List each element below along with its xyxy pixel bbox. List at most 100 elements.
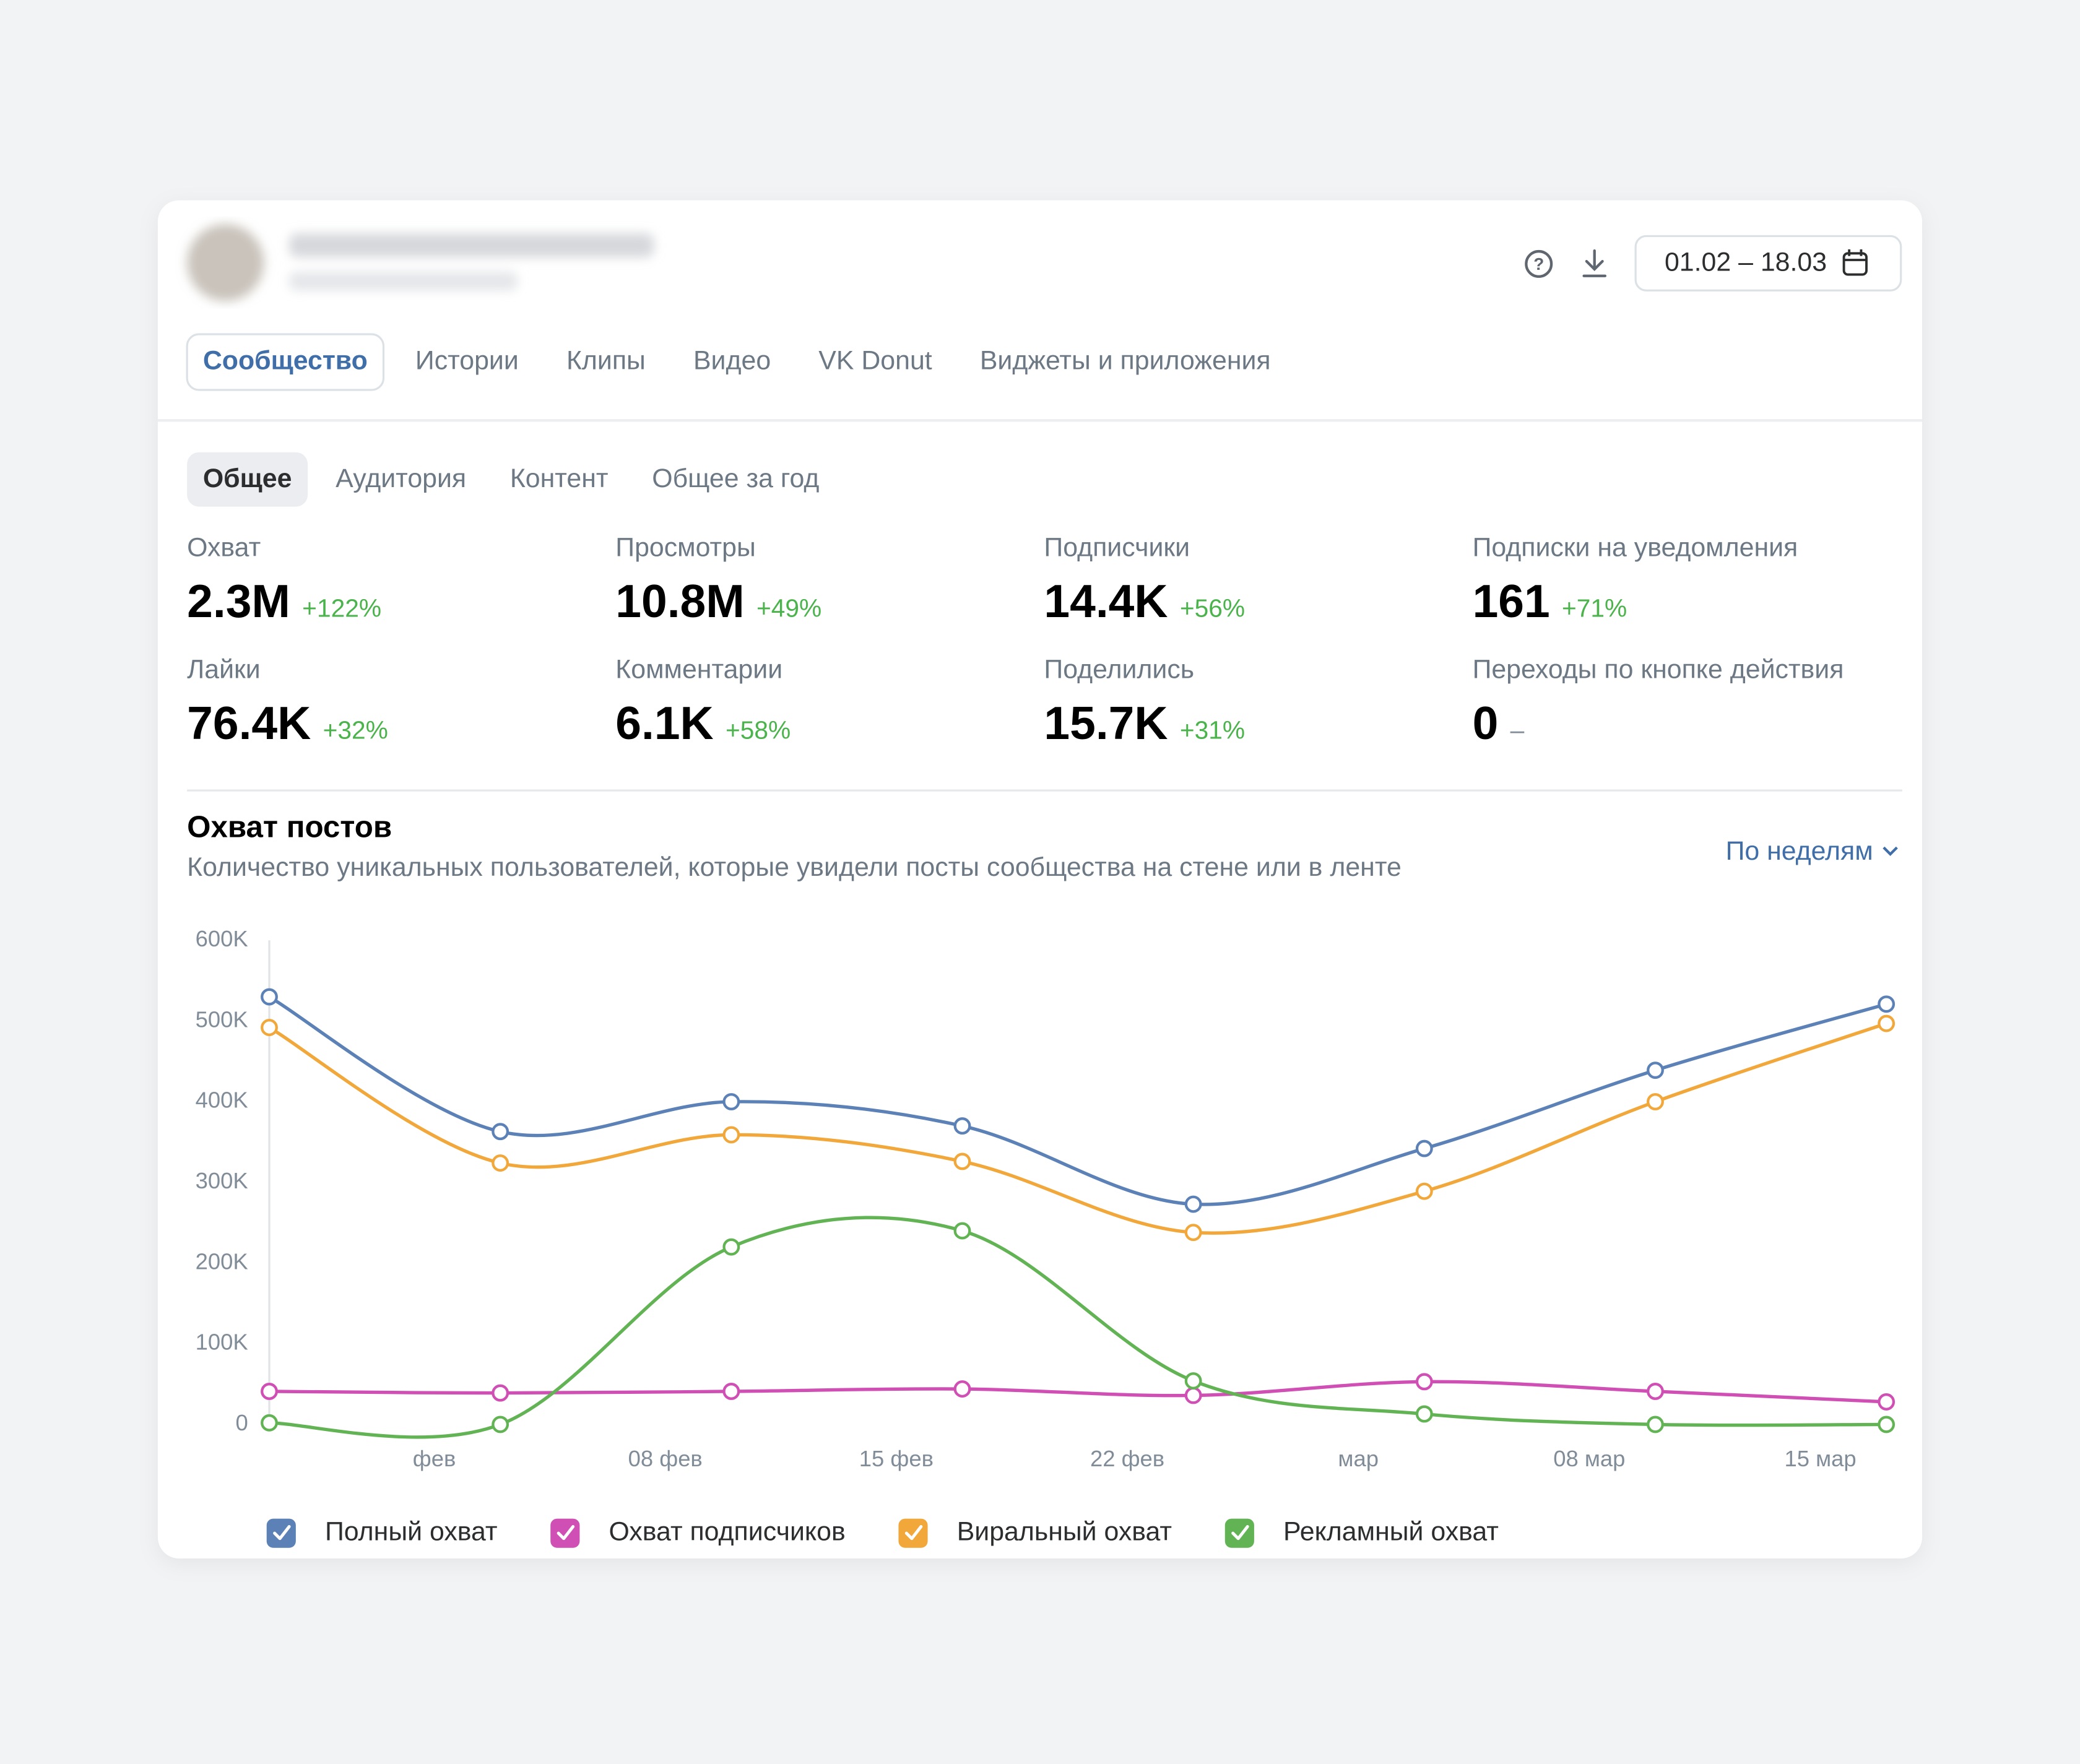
data-point[interactable] <box>953 1380 971 1398</box>
y-tick-label: 600K <box>196 926 248 951</box>
data-point[interactable] <box>261 988 278 1006</box>
tab[interactable]: Клипы <box>566 345 646 375</box>
data-point[interactable] <box>1184 1195 1202 1213</box>
subtab[interactable]: Общее <box>203 464 292 493</box>
legend-check <box>1231 1524 1249 1541</box>
legend-label[interactable]: Виральный охват <box>957 1516 1172 1546</box>
metric-value: 76.4K <box>187 697 311 749</box>
legend-label[interactable]: Рекламный охват <box>1283 1516 1499 1546</box>
metric-value: 10.8M <box>615 575 744 627</box>
x-tick-label: мар <box>1338 1446 1379 1471</box>
data-point[interactable] <box>1184 1372 1202 1390</box>
x-tick-label: 08 фев <box>628 1446 703 1471</box>
help-glyph: ? <box>1533 254 1544 274</box>
y-tick-label: 500K <box>196 1006 248 1032</box>
data-point[interactable] <box>722 1093 740 1110</box>
date-picker[interactable] <box>1634 235 1902 292</box>
subtab[interactable]: Аудитория <box>336 464 466 493</box>
y-tick-label: 300K <box>196 1168 248 1193</box>
series-line <box>268 995 1887 1206</box>
help-icon <box>1525 249 1553 278</box>
data-point[interactable] <box>953 1152 971 1170</box>
tab[interactable]: Видео <box>693 345 771 375</box>
data-point[interactable] <box>1878 1014 1896 1032</box>
legend-check <box>904 1524 923 1541</box>
x-tick-label: фев <box>413 1446 456 1471</box>
metric-label: Поделились <box>1044 655 1194 685</box>
x-tick-label: 15 мар <box>1784 1446 1856 1471</box>
date-range: 01.02 – 18.03 <box>1665 248 1827 277</box>
data-point[interactable] <box>492 1416 509 1433</box>
subtab[interactable]: Общее за год <box>652 464 819 493</box>
legend-label[interactable]: Охват подписчиков <box>609 1516 846 1546</box>
chart-title: Охват постов <box>187 810 392 844</box>
legend-checkbox[interactable] <box>898 1518 928 1548</box>
x-tick-label: 22 фев <box>1090 1446 1164 1471</box>
data-point[interactable] <box>722 1126 740 1144</box>
tab[interactable]: Сообщество <box>203 345 368 375</box>
metric-value: 0 <box>1473 697 1499 749</box>
period-select[interactable]: По неделям <box>1726 836 1873 866</box>
metric-label: Подписки на уведомления <box>1473 532 1798 562</box>
metric-label: Подписчики <box>1044 532 1190 562</box>
data-point[interactable] <box>1878 1416 1896 1433</box>
data-point[interactable] <box>1878 1393 1896 1411</box>
data-point[interactable] <box>1184 1386 1202 1404</box>
legend-checkbox[interactable] <box>1224 1518 1254 1548</box>
data-point[interactable] <box>261 1414 278 1432</box>
data-point[interactable] <box>492 1154 509 1172</box>
legend-check <box>273 1524 291 1541</box>
data-point[interactable] <box>1415 1182 1433 1200</box>
data-point[interactable] <box>953 1222 971 1240</box>
data-point[interactable] <box>1647 1093 1664 1110</box>
y-tick-label: 0 <box>235 1410 248 1435</box>
data-point[interactable] <box>1647 1061 1664 1079</box>
tab[interactable]: Истории <box>415 345 519 375</box>
data-point[interactable] <box>722 1238 740 1256</box>
data-point[interactable] <box>261 1019 278 1037</box>
data-point[interactable] <box>492 1384 509 1402</box>
series-line <box>269 1380 1887 1404</box>
calendar-icon <box>1842 249 1868 276</box>
community-link <box>289 272 518 291</box>
metric-change: +49% <box>756 594 821 622</box>
metric-change: +122% <box>302 594 381 622</box>
y-tick-label: 200K <box>196 1248 248 1274</box>
calendar-lines <box>1844 249 1866 261</box>
data-point[interactable] <box>492 1123 509 1141</box>
data-point[interactable] <box>722 1383 740 1400</box>
help-button[interactable]: ? <box>1525 249 1553 278</box>
data-point[interactable] <box>953 1117 971 1135</box>
chart-subtitle: Количество уникальных пользователей, кот… <box>187 852 1402 882</box>
y-tick-label: 100K <box>196 1329 248 1355</box>
tab-active-bg <box>186 333 385 391</box>
data-point[interactable] <box>1878 995 1896 1013</box>
avatar <box>187 224 264 301</box>
legend-checkbox[interactable] <box>550 1518 580 1548</box>
metric-change: +31% <box>1180 716 1245 745</box>
subtab-active-bg <box>187 452 308 507</box>
subtab[interactable]: Контент <box>510 464 609 493</box>
data-point[interactable] <box>1647 1383 1664 1400</box>
tab[interactable]: VK Donut <box>818 345 932 375</box>
metric-change: – <box>1510 716 1525 745</box>
series-line <box>268 1022 1887 1235</box>
calendar-body <box>1842 252 1868 276</box>
download-button[interactable] <box>1582 249 1606 277</box>
community-header <box>187 224 654 301</box>
data-point[interactable] <box>1415 1373 1433 1391</box>
tab[interactable]: Виджеты и приложения <box>980 345 1271 375</box>
data-point[interactable] <box>1647 1416 1664 1433</box>
legend-checkbox[interactable] <box>266 1518 296 1548</box>
metric-label: Переходы по кнопке действия <box>1473 655 1844 685</box>
data-point[interactable] <box>1184 1224 1202 1242</box>
data-point[interactable] <box>1415 1139 1433 1157</box>
metric-change: +58% <box>726 716 791 745</box>
series-line <box>269 1216 1887 1439</box>
data-point[interactable] <box>261 1383 278 1400</box>
metric-change: +32% <box>323 716 388 745</box>
data-point[interactable] <box>1415 1405 1433 1423</box>
legend-label[interactable]: Полный охват <box>325 1516 498 1546</box>
x-tick-label: 08 мар <box>1553 1446 1625 1471</box>
community-name <box>289 233 654 257</box>
